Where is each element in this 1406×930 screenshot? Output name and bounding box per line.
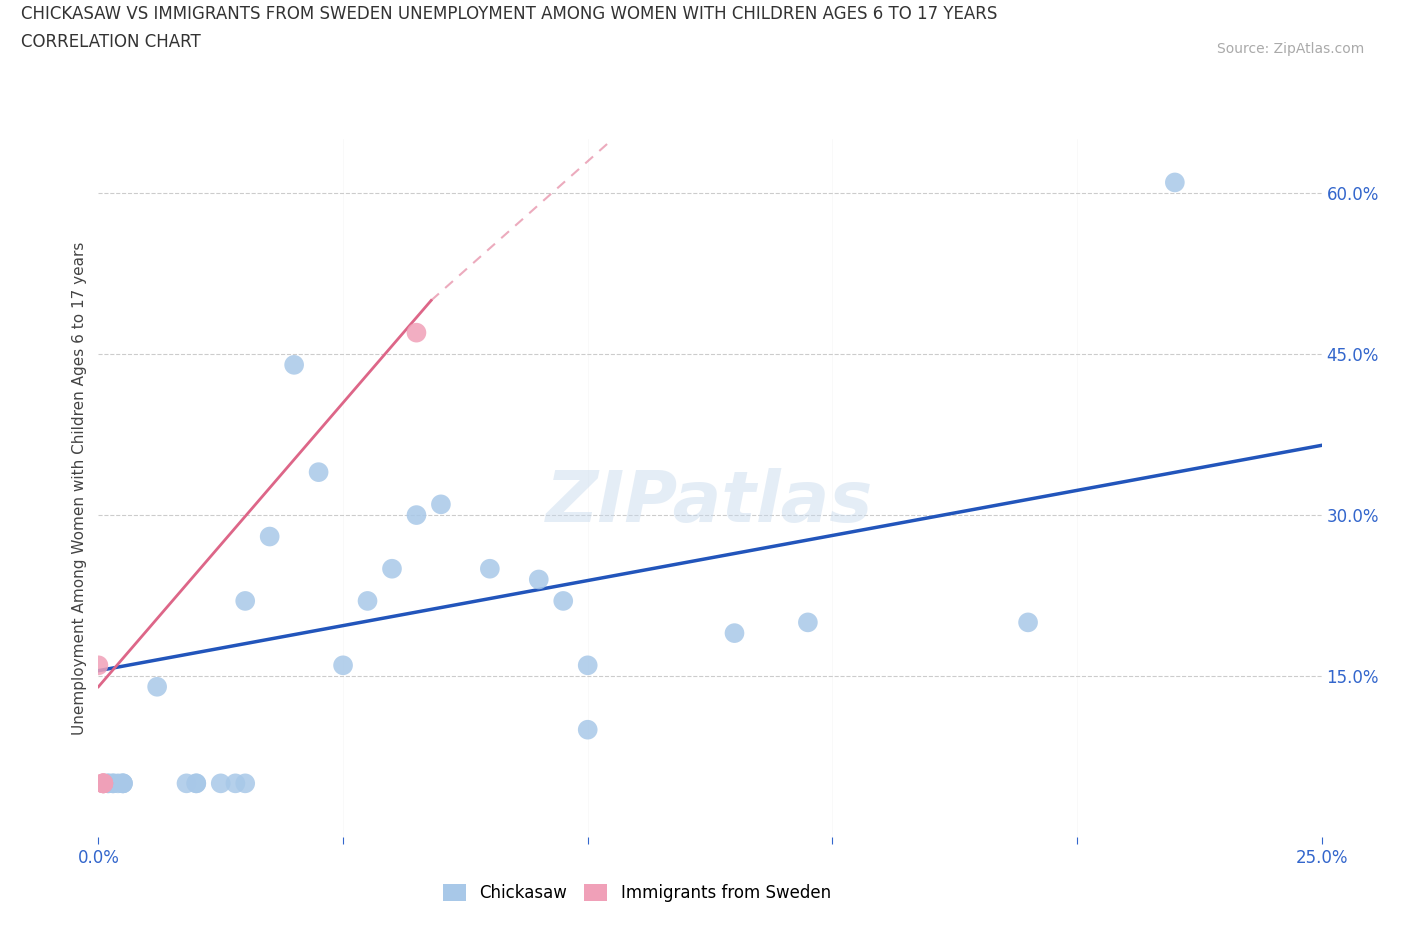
Point: [283, 357, 305, 372]
Point: [233, 593, 256, 608]
Point: [405, 326, 427, 340]
Point: [91, 776, 114, 790]
Point: [209, 776, 232, 790]
Point: [356, 593, 378, 608]
Point: [576, 723, 599, 737]
Point: [101, 776, 124, 790]
Point: [91, 776, 114, 790]
Legend: Chickasaw, Immigrants from Sweden: Chickasaw, Immigrants from Sweden: [436, 877, 838, 909]
Point: [186, 776, 208, 790]
Point: [576, 658, 599, 672]
Y-axis label: Unemployment Among Women with Children Ages 6 to 17 years: Unemployment Among Women with Children A…: [72, 242, 87, 735]
Point: [176, 776, 198, 790]
Point: [91, 776, 114, 790]
Point: [553, 593, 575, 608]
Point: [186, 776, 208, 790]
Point: [107, 776, 129, 790]
Point: [797, 615, 820, 630]
Point: [91, 776, 114, 790]
Point: [430, 497, 453, 512]
Point: [87, 658, 110, 672]
Point: [723, 626, 745, 641]
Point: [381, 562, 404, 577]
Point: [332, 658, 354, 672]
Point: [111, 776, 134, 790]
Point: [97, 776, 120, 790]
Text: Source: ZipAtlas.com: Source: ZipAtlas.com: [1216, 42, 1364, 56]
Point: [1164, 175, 1187, 190]
Point: [1017, 615, 1039, 630]
Text: CORRELATION CHART: CORRELATION CHART: [21, 33, 201, 50]
Text: CHICKASAW VS IMMIGRANTS FROM SWEDEN UNEMPLOYMENT AMONG WOMEN WITH CHILDREN AGES : CHICKASAW VS IMMIGRANTS FROM SWEDEN UNEM…: [21, 5, 997, 22]
Point: [405, 508, 427, 523]
Point: [527, 572, 550, 587]
Point: [308, 465, 330, 480]
Text: ZIPatlas: ZIPatlas: [547, 468, 873, 537]
Point: [111, 776, 134, 790]
Point: [233, 776, 256, 790]
Point: [91, 776, 114, 790]
Point: [146, 679, 169, 694]
Point: [101, 776, 124, 790]
Point: [97, 776, 120, 790]
Point: [478, 562, 501, 577]
Point: [111, 776, 134, 790]
Point: [224, 776, 246, 790]
Point: [259, 529, 281, 544]
